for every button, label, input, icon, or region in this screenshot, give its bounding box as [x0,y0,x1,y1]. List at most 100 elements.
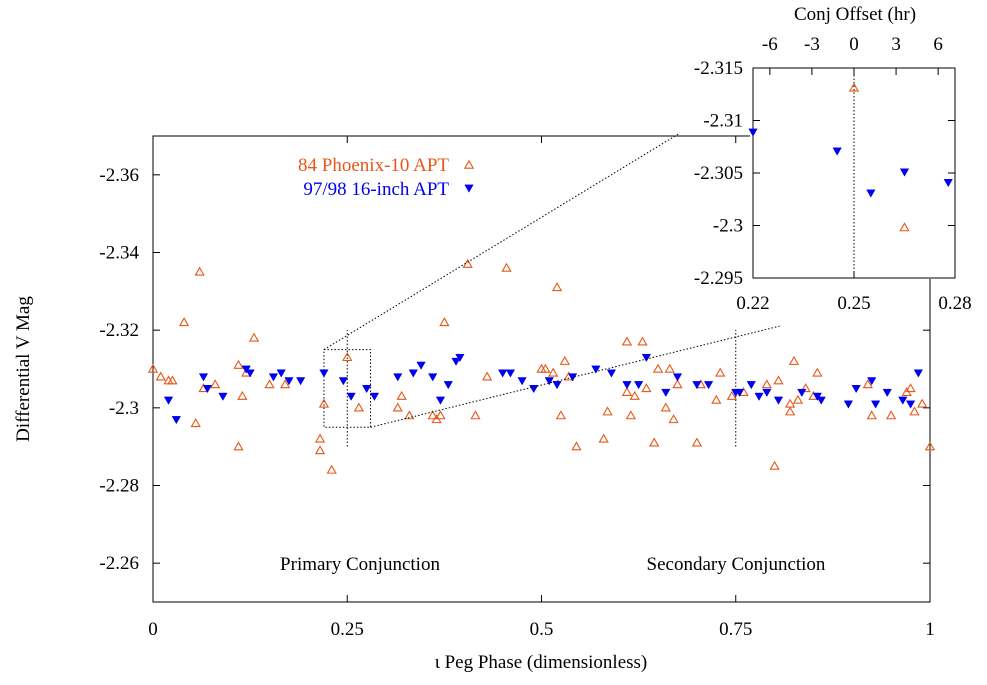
phoenix-data-point [788,355,800,365]
apt16-data-point [295,377,306,386]
phoenix-data-point [711,394,722,404]
phoenix-data-point [668,414,679,424]
phoenix-data-point [194,266,205,276]
apt16-data-point [746,381,756,390]
inset-top-axis-label: Conj Offset (hr) [794,4,916,25]
x-tick-label: 0.75 [719,619,752,640]
apt16-data-point [641,353,652,363]
phoenix-data-point [726,390,738,400]
phoenix-data-point [571,441,582,451]
phoenix-data-point [551,282,563,292]
phoenix-data-point [649,437,660,447]
zoom-connector-lines [323,132,781,428]
apt16-data-point [505,369,516,378]
phoenix-data-point [691,437,703,447]
legend-markers [463,159,475,193]
apt16-data-point [797,388,807,398]
phoenix-data-point [501,262,512,272]
phoenix-data-point [147,363,159,373]
apt16-data-point [843,400,854,409]
phoenix-data-point [924,441,936,451]
y-tick-labels: -2.36 -2.34 -2.32 -2.3 -2.28 -2.26 [99,165,139,574]
inset-top-tick-label: -6 [762,34,778,55]
phoenix-data-point [598,433,609,443]
inset-apt16-data-point [866,189,876,198]
phoenix-data-point [233,359,244,369]
x-tick-label: 0.5 [530,619,554,640]
phoenix-data-point [559,355,570,365]
phoenix-data-point [555,410,567,420]
inset-y-tick-label: -2.31 [703,111,743,132]
x-axis-label: ι Peg Phase (dimensionless) [435,652,648,673]
phoenix-data-point [621,386,633,396]
apt16-data-point [435,396,446,405]
inset-y-tick-label: -2.295 [694,268,743,289]
inset-background [750,64,955,279]
y-tick-label: -2.3 [109,398,139,419]
phoenix-data-point [905,383,916,393]
phoenix-data-point [602,406,613,416]
apt16-data-point [408,369,418,378]
phoenix-data-point [396,390,407,400]
phoenix-data-point [481,371,493,381]
apt16-data-point [319,369,329,378]
phoenix-data-point [439,317,450,327]
apt16-data-point [735,388,745,398]
phoenix-data-point [237,390,248,400]
inset-apt16-data-point [832,147,842,156]
inset-top-tick-label: 0 [849,34,859,55]
phoenix-data-point [672,379,683,389]
zoom-connector-bottom [370,325,781,428]
inset-apt16-data-point [899,168,910,177]
phoenix-data-point [660,402,671,412]
phoenix-data-point [625,410,637,420]
phoenix-data-point [353,402,365,412]
phoenix-data-point [792,394,804,404]
phoenix-data-point [470,410,481,420]
main-chart: 0 0.25 0.5 0.75 1 -2.36-2.34-2.32-2.3-2.28-2… [13,135,936,673]
apt16-data-point [913,369,923,378]
apt16-data-point [754,392,764,401]
inset-chart: 0.22 0.25 0.28 -6 -3 0 3 6 -2.315-2.31-2.305-2… [694,4,972,314]
phoenix-data-point [540,363,551,373]
inset-x-tick-label: 0.22 [736,293,769,314]
phoenix-data-point [318,398,330,408]
phoenix-data-point [314,445,326,455]
phoenix-data-point [435,410,446,420]
apt16-data-point [268,373,279,382]
phoenix-data-point [392,402,403,412]
inset-y-tick-label: -2.3 [713,216,743,237]
apt16-data-point [672,373,683,382]
apt16-data-point [622,381,632,390]
phoenix-data-point [190,418,201,428]
phoenix-data-point [155,371,166,381]
phoenix-data-point [264,379,275,389]
main-data-points [147,258,936,474]
phoenix-data-point [784,406,796,416]
inset-top-tick-label: 6 [933,34,943,55]
apt16-data-point [882,388,892,398]
inset-y-tick-labels: -2.315 -2.31 -2.305 -2.3 -2.295 [694,58,743,289]
apt16-data-point [428,373,438,382]
apt16-data-point [633,381,644,390]
inset-x-tick-label: 0.25 [837,293,870,314]
apt16-data-point [606,369,617,378]
apt16-data-point [517,377,527,386]
y-axis-label: Differential V Mag [13,296,34,442]
phoenix-data-point [909,406,920,416]
inset-data-points [748,82,953,232]
apt16-data-point [898,396,908,405]
annotation-primary-conjunction: Primary Conjunction [280,554,440,575]
phoenix-data-point [866,410,877,420]
apt16-data-point [661,388,671,398]
apt16-data-point [816,396,826,405]
apt16-data-point [544,377,554,386]
phoenix-data-point [862,379,873,389]
phoenix-data-point [404,410,415,420]
phoenix-data-point [715,367,726,377]
y-tick-label: -2.26 [99,553,139,574]
legend-marker-phoenix [463,159,475,169]
x-tick-labels: 0 0.25 0.5 0.75 1 [148,619,935,640]
phoenix-data-point [167,375,178,385]
